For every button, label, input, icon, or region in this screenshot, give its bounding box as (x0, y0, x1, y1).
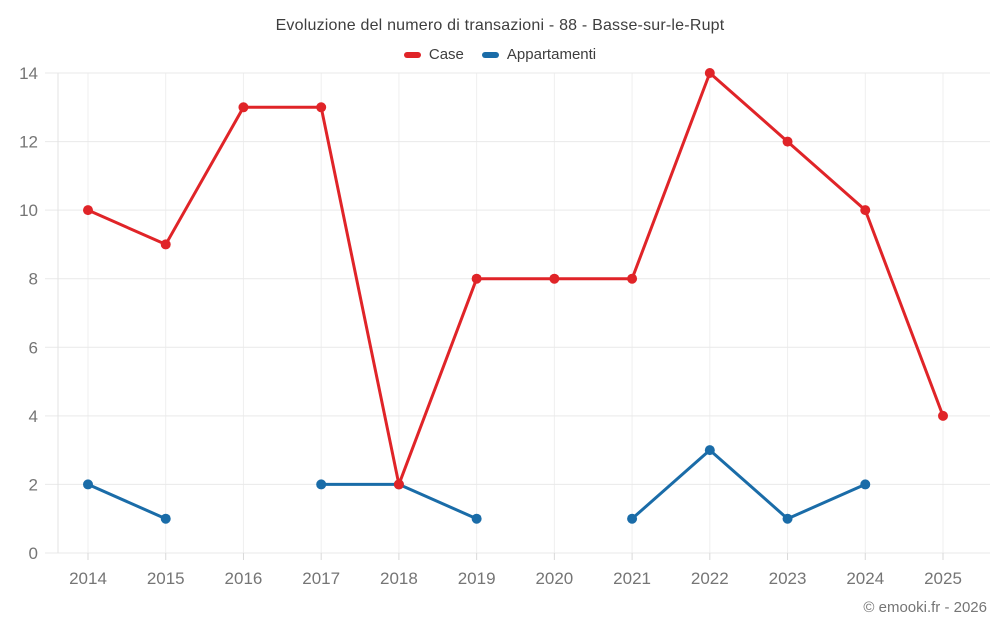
data-point-appartamenti-2024[interactable] (860, 479, 871, 490)
footer-credit: © emooki.fr - 2026 (863, 599, 987, 616)
x-tick-label: 2014 (69, 569, 107, 588)
x-tick-label: 2019 (458, 569, 496, 588)
y-tick-label: 4 (29, 407, 38, 426)
data-point-case-2017[interactable] (316, 102, 327, 113)
data-point-case-2023[interactable] (782, 136, 793, 147)
data-point-appartamenti-2021[interactable] (627, 513, 638, 524)
data-point-case-2019[interactable] (471, 273, 482, 284)
y-tick-label: 6 (29, 338, 38, 357)
x-tick-label: 2023 (769, 569, 807, 588)
data-point-case-2022[interactable] (704, 68, 715, 78)
x-tick-label: 2025 (924, 569, 962, 588)
x-tick-label: 2024 (846, 569, 884, 588)
data-point-case-2014[interactable] (83, 205, 93, 216)
x-tick-label: 2020 (535, 569, 573, 588)
x-tick-label: 2016 (225, 569, 263, 588)
legend-swatch-appartamenti (481, 51, 499, 58)
data-point-appartamenti-2023[interactable] (782, 513, 793, 524)
data-point-appartamenti-2022[interactable] (704, 445, 715, 456)
series-line-appartamenti (630, 448, 867, 521)
data-point-appartamenti-2019[interactable] (471, 513, 482, 524)
y-tick-label: 2 (29, 475, 38, 494)
data-point-case-2024[interactable] (860, 205, 871, 216)
data-point-appartamenti-2014[interactable] (83, 479, 93, 490)
chart-legend: Case Appartamenti (0, 46, 1000, 63)
x-tick-label: 2017 (302, 569, 340, 588)
x-tick-label: 2021 (613, 569, 651, 588)
y-tick-label: 12 (19, 133, 38, 152)
x-tick-label: 2018 (380, 569, 418, 588)
series-line-case (86, 71, 945, 486)
legend-swatch-case (403, 51, 421, 58)
data-point-appartamenti-2015[interactable] (160, 513, 171, 524)
data-point-case-2020[interactable] (549, 273, 560, 284)
y-tick-label: 8 (29, 270, 38, 289)
x-tick-label: 2022 (691, 569, 729, 588)
legend-label-case: Case (428, 46, 464, 63)
y-tick-label: 10 (19, 201, 38, 220)
data-point-appartamenti-2017[interactable] (316, 479, 327, 490)
data-point-case-2021[interactable] (627, 273, 638, 284)
legend-item-appartamenti[interactable]: Appartamenti (481, 46, 597, 63)
data-point-case-2018[interactable] (393, 479, 404, 490)
legend-item-case[interactable]: Case (403, 46, 464, 63)
x-tick-label: 2015 (147, 569, 185, 588)
y-tick-label: 14 (19, 64, 38, 83)
data-point-case-2015[interactable] (160, 239, 171, 250)
data-point-case-2016[interactable] (238, 102, 249, 113)
chart-title: Evoluzione del numero di transazioni - 8… (275, 17, 725, 34)
data-point-case-2025[interactable] (938, 410, 948, 421)
y-tick-label: 0 (29, 544, 38, 563)
legend-label-appartamenti: Appartamenti (506, 46, 597, 63)
series-line-appartamenti (86, 482, 168, 521)
